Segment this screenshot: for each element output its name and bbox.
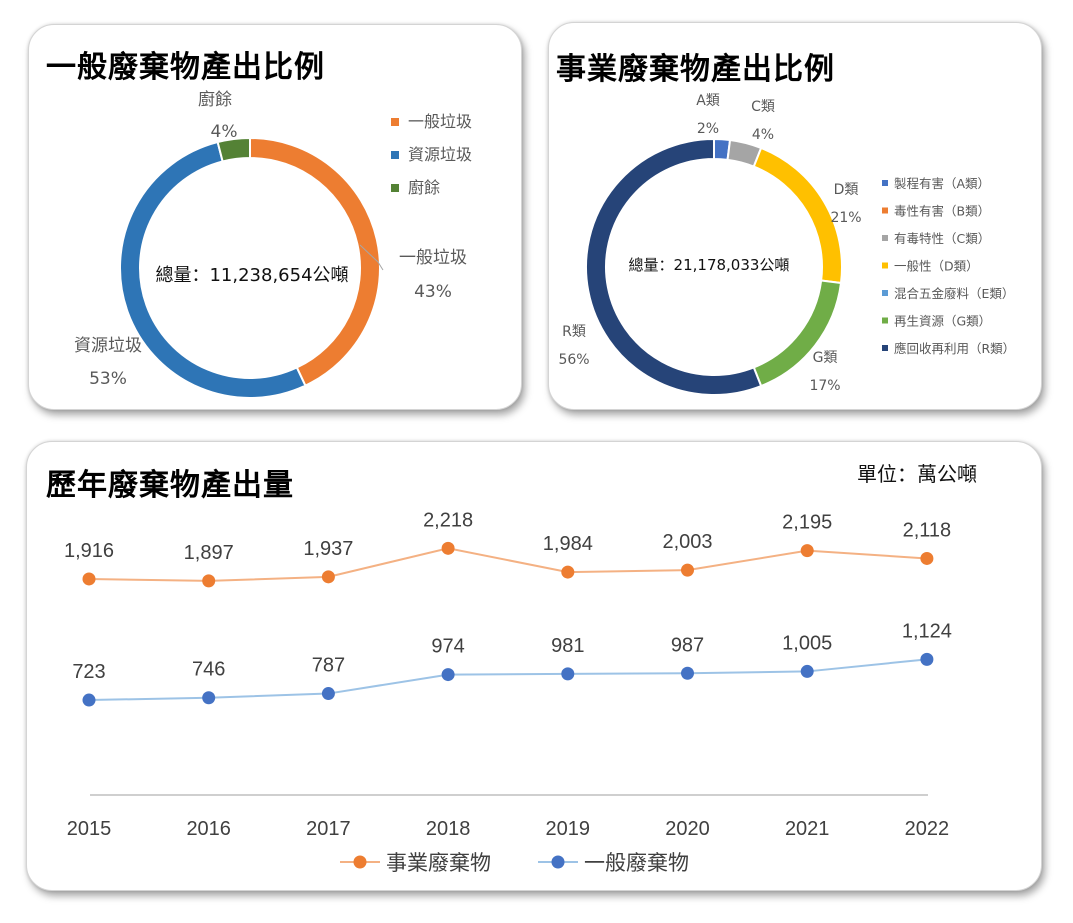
x-tick-label: 2022 (905, 818, 950, 840)
business-legend-marker (882, 262, 888, 269)
series-1-point (82, 572, 96, 586)
series-2-data-label: 1,005 (782, 632, 832, 654)
series-1-data-label: 1,897 (184, 542, 234, 564)
business-data-label-name: D類 (834, 182, 859, 198)
series-line-1 (88, 547, 927, 582)
series-1-data-label: 2,118 (903, 519, 952, 541)
series-2-point (202, 691, 216, 705)
business-waste-title: 事業廢棄物產出比例 (556, 52, 835, 87)
business-legend-label: 毒性有害（B類） (894, 204, 990, 219)
series-1-data-label: 1,937 (303, 538, 353, 560)
legend-marker-1 (353, 855, 367, 869)
business-legend-marker (882, 180, 888, 186)
x-tick-label: 2015 (67, 818, 112, 840)
business-data-label-pct: 56% (558, 352, 589, 368)
series-1-data-label: 2,218 (423, 509, 473, 531)
legend-marker-2 (551, 855, 565, 869)
series-2-data-label: 1,124 (902, 620, 952, 642)
x-tick-label: 2020 (665, 818, 710, 840)
business-data-label-pct: 4% (752, 127, 774, 143)
business-data-label-name: G類 (813, 350, 838, 366)
general-legend-label: 資源垃圾 (408, 145, 472, 164)
series-2-point (800, 664, 814, 678)
general-legend-marker (391, 184, 399, 192)
business-legend-label: 有毒特性（C類） (894, 231, 990, 246)
x-tick-label: 2019 (546, 818, 591, 840)
series-1-point (561, 565, 575, 579)
business-slice-7 (585, 137, 763, 396)
general-legend-marker (391, 118, 399, 126)
series-1-point (321, 570, 335, 584)
business-legend-marker (882, 290, 888, 296)
general-slice-3 (216, 136, 251, 163)
series-1-data-label: 2,195 (782, 512, 832, 534)
business-legend-marker (882, 207, 888, 214)
general-legend-marker (391, 151, 399, 159)
general-data-label-name: 一般垃圾 (399, 248, 467, 268)
general-data-label-name: 廚餘 (198, 89, 232, 110)
legend-label-1: 事業廢棄物 (386, 851, 491, 875)
business-legend-label: 一般性（D類） (894, 259, 979, 274)
general-legend-label: 一般垃圾 (408, 112, 472, 131)
business-data-label-pct: 2% (697, 121, 719, 137)
business-data-label-pct: 17% (809, 378, 840, 394)
series-2-data-label: 987 (671, 634, 704, 656)
x-tick-label: 2016 (186, 818, 231, 840)
series-1-point (441, 541, 455, 555)
general-data-label-name: 資源垃圾 (74, 336, 142, 356)
series-2-point (82, 693, 96, 707)
business-total-label: 總量：21,178,033公噸 (629, 256, 790, 274)
x-tick-label: 2018 (426, 818, 471, 840)
series-1-point (920, 551, 934, 565)
general-data-label-pct: 4% (211, 122, 238, 142)
series-1-data-label: 1,916 (64, 540, 114, 562)
series-1-point (202, 574, 216, 588)
series-2-data-label: 723 (72, 661, 105, 683)
series-line-2 (88, 658, 928, 702)
unit-label: 單位：萬公噸 (857, 462, 977, 486)
business-legend-label: 製程有害（A類） (894, 176, 990, 191)
series-2-data-label: 746 (192, 659, 225, 681)
business-legend-label: 混合五金廢料（E類） (894, 286, 1014, 301)
series-2-point (681, 666, 694, 680)
general-data-label-pct: 43% (414, 282, 452, 302)
series-2-data-label: 981 (551, 635, 584, 657)
series-1-point (800, 544, 814, 558)
series-1-data-label: 2,003 (662, 531, 712, 553)
business-legend-label: 應回收再利用（R類） (894, 341, 1015, 356)
series-2-point (321, 687, 335, 701)
yearly-waste-card (26, 441, 1042, 891)
general-waste-title: 一般廢棄物產出比例 (46, 50, 325, 85)
general-leader-line (359, 244, 384, 271)
general-data-label-pct: 53% (89, 369, 127, 389)
business-legend-label: 再生資源（G類） (894, 314, 991, 329)
series-1-data-label: 1,984 (543, 533, 593, 555)
yearly-waste-title: 歷年廢棄物產出量 (46, 468, 294, 503)
general-waste-card (28, 24, 522, 410)
business-legend-marker (882, 317, 888, 324)
x-tick-label: 2017 (306, 818, 351, 840)
general-total-label: 總量：11,238,654公噸 (155, 265, 348, 286)
general-legend-label: 廚餘 (408, 178, 440, 197)
series-2-point (441, 668, 455, 682)
x-tick-label: 2021 (785, 818, 830, 840)
series-2-point (920, 652, 934, 666)
legend-label-2: 一般廢棄物 (584, 851, 689, 875)
business-legend-marker (882, 345, 888, 351)
business-legend-marker (882, 235, 888, 241)
series-2-data-label: 974 (431, 636, 464, 658)
series-2-data-label: 787 (312, 655, 345, 677)
series-2-point (561, 667, 575, 681)
series-1-point (681, 563, 694, 577)
business-data-label-name: A類 (696, 93, 720, 109)
business-data-label-name: C類 (751, 99, 775, 115)
business-data-label-pct: 21% (830, 210, 861, 226)
business-data-label-name: R類 (562, 324, 586, 340)
